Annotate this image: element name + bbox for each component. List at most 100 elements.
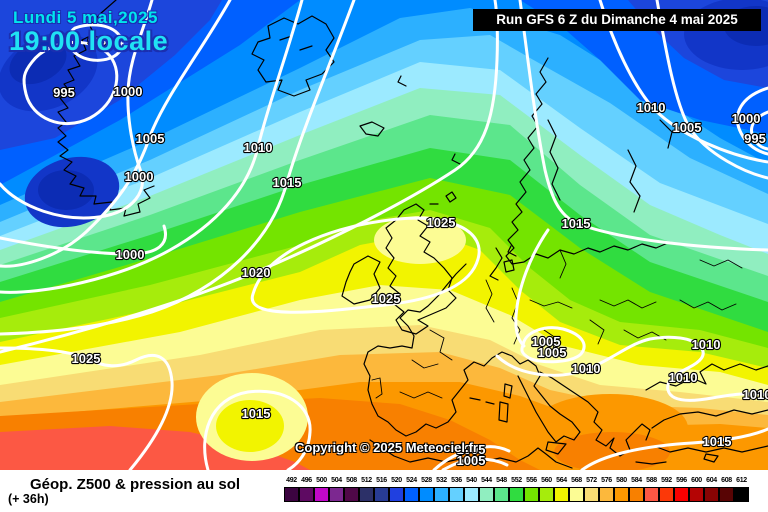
pressure-label: 1010 — [244, 140, 273, 155]
scale-tick-value: 584 — [631, 477, 642, 484]
pressure-label: 1010 — [572, 361, 601, 376]
scale-entry: 508 — [344, 474, 359, 502]
scale-entry: 576 — [599, 474, 614, 502]
scale-entry: 596 — [674, 474, 689, 502]
scale-entry: 600 — [689, 474, 704, 502]
scale-entry: 516 — [374, 474, 389, 502]
scale-tick-value: 536 — [451, 477, 462, 484]
pressure-label: 1005 — [136, 131, 165, 146]
pressure-label: 1025 — [427, 215, 456, 230]
scale-entry: 572 — [584, 474, 599, 502]
scale-entry: 528 — [419, 474, 434, 502]
scale-color-swatch — [674, 487, 689, 502]
scale-entry: 580 — [614, 474, 629, 502]
scale-entry: 612 — [734, 474, 749, 502]
scale-entry: 496 — [299, 474, 314, 502]
scale-color-swatch — [329, 487, 344, 502]
pressure-label: 1005 — [457, 453, 486, 468]
scale-tick-value: 500 — [316, 477, 327, 484]
scale-tick-value: 564 — [556, 477, 567, 484]
scale-color-swatch — [629, 487, 644, 502]
scale-tick-value: 504 — [331, 477, 342, 484]
pressure-label: 1005 — [673, 120, 702, 135]
scale-entry: 544 — [479, 474, 494, 502]
copyright-label: Copyright © 2025 Meteociel.fr — [295, 440, 478, 455]
scale-tick-value: 540 — [466, 477, 477, 484]
scale-entry: 540 — [464, 474, 479, 502]
scale-color-swatch — [614, 487, 629, 502]
scale-tick-value: 520 — [391, 477, 402, 484]
scale-tick-value: 588 — [646, 477, 657, 484]
scale-color-swatch — [599, 487, 614, 502]
scale-entry: 604 — [704, 474, 719, 502]
geopotential-field — [0, 0, 768, 470]
scale-entry: 504 — [329, 474, 344, 502]
scale-tick-value: 560 — [541, 477, 552, 484]
scale-color-swatch — [719, 487, 734, 502]
scale-color-swatch — [464, 487, 479, 502]
pressure-label: 1025 — [72, 351, 101, 366]
scale-color-swatch — [539, 487, 554, 502]
pressure-label: 1010 — [669, 370, 698, 385]
scale-tick-value: 592 — [661, 477, 672, 484]
scale-entry: 564 — [554, 474, 569, 502]
scale-tick-value: 524 — [406, 477, 417, 484]
scale-tick-value: 556 — [526, 477, 537, 484]
scale-entry: 588 — [644, 474, 659, 502]
forecast-lead-time: (+ 36h) — [8, 492, 49, 506]
map-title: Géop. Z500 & pression au sol — [30, 476, 241, 493]
scale-color-swatch — [569, 487, 584, 502]
scale-tick-value: 576 — [601, 477, 612, 484]
run-info: Run GFS 6 Z du Dimanche 4 mai 2025 — [473, 9, 761, 31]
pressure-label: 995 — [88, 36, 106, 48]
pressure-label: 1000 — [125, 169, 154, 184]
scale-entry: 556 — [524, 474, 539, 502]
scale-color-swatch — [689, 487, 704, 502]
scale-color-swatch — [299, 487, 314, 502]
scale-color-swatch — [479, 487, 494, 502]
pressure-label: 1010 — [692, 337, 721, 352]
scale-color-swatch — [284, 487, 299, 502]
color-scale: 492 496 500 504 508 512 516 520 524 528 532 536 540 5… — [284, 474, 749, 502]
scale-color-swatch — [644, 487, 659, 502]
scale-tick-value: 492 — [286, 477, 297, 484]
scale-color-swatch — [554, 487, 569, 502]
scale-entry: 560 — [539, 474, 554, 502]
pressure-label: 1025 — [372, 291, 401, 306]
scale-entry: 500 — [314, 474, 329, 502]
pressure-label: 1015 — [242, 406, 271, 421]
coastlines — [57, 0, 768, 469]
scale-tick-value: 544 — [481, 477, 492, 484]
date-label: Lundi 5 mai,2025 — [13, 8, 158, 27]
pressure-label: 995 — [744, 131, 766, 146]
pressure-label: 1005 — [532, 334, 561, 349]
scale-entry: 548 — [494, 474, 509, 502]
scale-tick-value: 580 — [616, 477, 627, 484]
scale-entry: 492 — [284, 474, 299, 502]
pressure-label: 995 — [53, 85, 75, 100]
pressure-label: 1020 — [242, 265, 271, 280]
scale-color-swatch — [734, 487, 749, 502]
scale-tick-value: 604 — [706, 477, 717, 484]
scale-entry: 536 — [449, 474, 464, 502]
pressure-label: 1000 — [114, 84, 143, 99]
weather-map-canvas: 995 995 1000 1005 1000 1010 1015 1000 1020 1025 10… — [0, 0, 768, 470]
scale-color-swatch — [374, 487, 389, 502]
scale-entry: 512 — [359, 474, 374, 502]
scale-entry: 568 — [569, 474, 584, 502]
scale-tick-value: 572 — [586, 477, 597, 484]
pressure-label: 1015 — [703, 434, 732, 449]
scale-color-swatch — [419, 487, 434, 502]
scale-color-swatch — [314, 487, 329, 502]
scale-entry: 584 — [629, 474, 644, 502]
pressure-label: 1010 — [637, 100, 666, 115]
scale-tick-value: 508 — [346, 477, 357, 484]
scale-color-swatch — [344, 487, 359, 502]
scale-entry: 524 — [404, 474, 419, 502]
scale-entry: 532 — [434, 474, 449, 502]
legend-bar: Géop. Z500 & pression au sol (+ 36h) 492… — [0, 470, 768, 512]
isobar-contours — [0, 0, 768, 470]
scale-color-swatch — [389, 487, 404, 502]
scale-tick-value: 528 — [421, 477, 432, 484]
time-label: 19:00 locale — [9, 26, 169, 56]
